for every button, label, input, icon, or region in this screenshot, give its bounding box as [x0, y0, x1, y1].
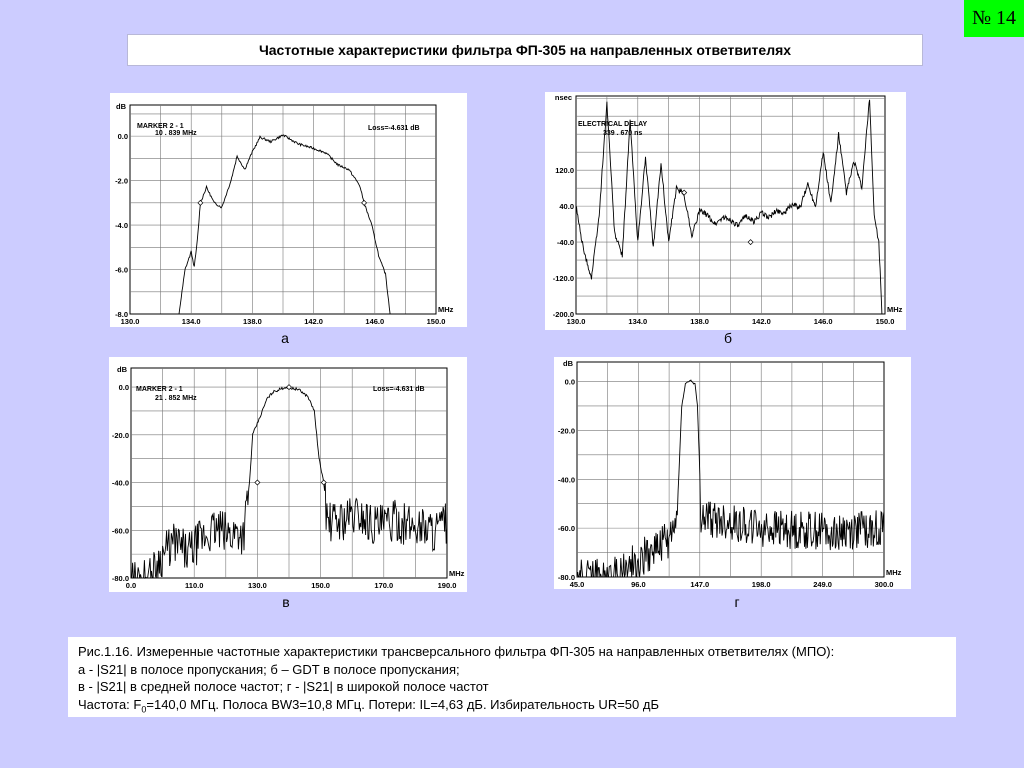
marker-symbol [681, 189, 688, 196]
y-tick-label: 0.0 [565, 378, 575, 387]
y-tick-label: -4.0 [115, 221, 128, 230]
marker-symbol [361, 199, 368, 206]
chart-annotation: Loss=-4.631 dB [368, 125, 420, 132]
figure-caption: Рис.1.16. Измеренные частотные характери… [68, 637, 956, 717]
x-tick-label: 198.0 [752, 580, 771, 589]
x-tick-label: 142.0 [304, 317, 323, 326]
y-unit-label: dB [563, 359, 574, 368]
chart-b: 120.0 40.0 -40.0 -120.0 -200.0 130.0 134.0 138.… [545, 92, 906, 330]
slide-number-badge: № 14 [964, 0, 1024, 37]
page-title: Частотные характеристики фильтра ФП-305 … [258, 42, 792, 58]
x-unit-label: MHz [887, 305, 903, 314]
caption-line-1: Рис.1.16. Измеренные частотные характери… [78, 644, 835, 659]
chart-annotation: MARKER 2 - 1 [136, 386, 183, 393]
chart-annotation: 339 . 670 ns [603, 130, 642, 137]
marker-symbol [747, 239, 754, 246]
y-tick-label: 40.0 [559, 202, 574, 211]
y-tick-label: -200.0 [553, 310, 574, 319]
chart-annotation: ELECTRICAL DELAY [578, 121, 648, 128]
y-tick-label: 120.0 [555, 166, 574, 175]
series-line-a [130, 134, 436, 315]
y-tick-label: -120.0 [553, 274, 574, 283]
x-tick-label: 138.0 [243, 317, 262, 326]
panel-label-v: в [282, 594, 290, 610]
caption-line-2: а - |S21| в полосе пропускания; б – GDT … [78, 661, 460, 677]
y-tick-label: -20.0 [112, 431, 129, 440]
x-tick-label: 0.0 [126, 581, 136, 590]
x-tick-label: 150.0 [876, 317, 895, 326]
chart-v-svg: 0.0-20.0-40.0-60.0-80.00.0 110.0 130.0 150.… [112, 365, 465, 590]
caption-line-4-suffix: =140,0 МГц. Полоса BW3=10,8 МГц. Потери:… [146, 696, 659, 712]
x-unit-label: MHz [438, 305, 454, 314]
chart-annotation: MARKER 2 - 1 [137, 123, 184, 130]
y-tick-label: -20.0 [558, 426, 575, 435]
chart-g-svg: 0.0 -20.0 -40.0 -60.0 -80.045.0 96.0 147.0 198.… [558, 359, 902, 589]
caption-line-4-sub: 0 [141, 704, 147, 715]
panel-label-b: б [723, 330, 733, 346]
chart-annotation: 10 . 839 MHz [155, 130, 197, 137]
x-tick-label: 138.0 [690, 317, 709, 326]
y-tick-label: -40.0 [112, 479, 129, 488]
marker-symbol [320, 479, 327, 486]
caption-line-4: Частота: F0=140,0 МГц. Полоса BW3=10,8 М… [78, 696, 956, 719]
x-tick-label: 170.0 [374, 581, 393, 590]
y-tick-label: -2.0 [115, 177, 128, 186]
x-tick-label: 45.0 [570, 580, 585, 589]
y-unit-label: nsec [555, 93, 572, 102]
y-unit-label: dB [116, 102, 127, 111]
x-tick-label: 130.0 [567, 317, 586, 326]
y-tick-label: -60.0 [558, 524, 575, 533]
series-line-b [575, 99, 883, 314]
x-tick-label: 249.0 [813, 580, 832, 589]
y-tick-label: -6.0 [115, 266, 128, 275]
x-tick-label: 142.0 [752, 317, 771, 326]
x-tick-label: 190.0 [438, 581, 457, 590]
x-tick-label: 134.0 [182, 317, 201, 326]
x-tick-label: 150.0 [427, 317, 446, 326]
x-unit-label: MHz [449, 569, 465, 578]
marker-symbol [197, 199, 204, 206]
title-box: Частотные характеристики фильтра ФП-305 … [127, 34, 923, 66]
series-line-g [576, 379, 885, 578]
x-tick-label: 110.0 [185, 581, 203, 590]
panel-label-a: а [281, 330, 289, 346]
x-tick-label: 150.0 [311, 581, 330, 590]
x-tick-label: 134.0 [628, 317, 647, 326]
y-tick-label: 0.0 [118, 132, 128, 141]
x-tick-label: 130.0 [121, 317, 140, 326]
y-tick-label: -80.0 [112, 574, 129, 583]
y-tick-label: -40.0 [557, 238, 574, 247]
slide-number: № 14 [971, 7, 1017, 29]
chart-a: 0.0 -2.0 -4.0 -6.0 -8.0 130.0 134.0 138.0 142.0 1… [110, 93, 467, 327]
y-unit-label: dB [117, 365, 128, 374]
y-tick-label: -8.0 [115, 310, 128, 319]
chart-annotation: 21 . 852 MHz [155, 395, 197, 402]
x-unit-label: MHz [886, 568, 902, 577]
x-tick-label: 146.0 [365, 317, 384, 326]
caption-line-4-prefix: Частота: F [78, 696, 142, 712]
y-tick-label: -40.0 [558, 475, 575, 484]
chart-v: 0.0 -20.0 -40.0 -60.0 -80.0 0.0 110.0 130.0 150.… [109, 357, 467, 592]
y-tick-label: -60.0 [112, 526, 129, 535]
marker-symbol [286, 384, 292, 391]
chart-annotation: Loss=-4.631 dB [373, 386, 425, 393]
marker-symbol [254, 479, 261, 486]
chart-g: 0.0 -20.0 -40.0 -60.0 -80.0 45.0 96.0 147.0 198.… [554, 357, 911, 589]
caption-line-3: в - |S21| в средней полосе частот; г - |… [78, 679, 489, 694]
x-tick-label: 96.0 [631, 580, 646, 589]
x-tick-label: 300.0 [875, 580, 894, 589]
y-tick-label: -80.0 [558, 573, 575, 582]
x-tick-label: 130.0 [248, 581, 267, 590]
x-tick-label: 146.0 [814, 317, 833, 326]
panel-label-g: г [734, 594, 740, 610]
y-tick-label: 0.0 [119, 383, 129, 392]
x-tick-label: 147.0 [690, 580, 709, 589]
